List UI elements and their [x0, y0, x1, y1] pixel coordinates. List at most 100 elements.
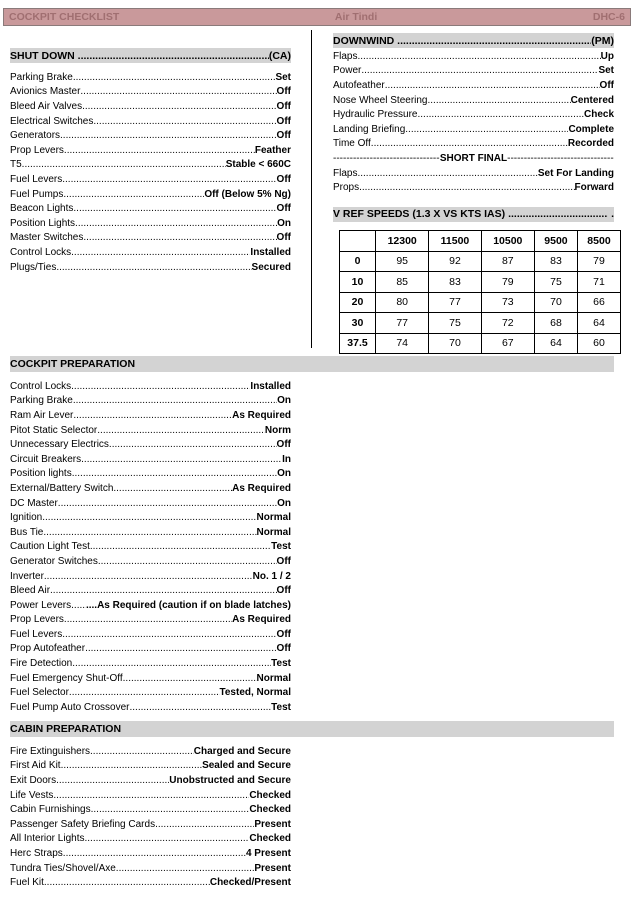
checklist-item: Circuit Breakers In: [10, 452, 291, 467]
short-final-divider: SHORT FINAL: [333, 151, 614, 166]
table-cell: 80: [374, 291, 430, 313]
section-heading: CABIN PREPARATION: [10, 721, 614, 737]
table-cell: 10500: [480, 230, 535, 252]
dot-leader: [43, 527, 256, 538]
dot-leader: [63, 848, 246, 859]
dot-leader: [405, 124, 568, 135]
item-label: Master Switches: [10, 232, 84, 244]
item-value: Complete: [568, 123, 614, 135]
item-value: Up: [600, 50, 614, 62]
dot-leader: [64, 145, 255, 156]
item-label: Generator Switches: [10, 555, 98, 567]
item-label: Prop Autofeather: [10, 643, 86, 655]
item-value: On: [277, 395, 291, 407]
short-final-label: SHORT FINAL: [439, 152, 508, 164]
dot-leader: [42, 512, 256, 523]
item-label: Fuel Levers: [10, 173, 63, 185]
dot-leader: [130, 702, 272, 713]
item-label: DC Master: [10, 497, 58, 509]
dot-leader: [361, 65, 598, 76]
dot-leader: [155, 819, 254, 830]
item-label: Flaps: [333, 167, 358, 179]
item-label: Landing Briefing: [333, 123, 406, 135]
dot-leader: [73, 410, 232, 421]
item-label: Fire Detection: [10, 658, 73, 670]
item-label: Life Vests: [10, 789, 54, 801]
item-value: Centered: [570, 94, 614, 106]
item-value: As Required: [232, 409, 291, 421]
item-value: On: [277, 468, 291, 480]
checklist-item: Prop Autofeather Off: [10, 642, 291, 657]
dot-leader: [83, 232, 276, 243]
item-label: Autofeather: [333, 79, 385, 91]
item-value: Off: [276, 643, 291, 655]
heading-suffix: .: [611, 208, 614, 221]
dot-leader: [58, 498, 277, 509]
dot-leader: [71, 600, 86, 611]
dot-leader: [91, 804, 250, 815]
item-value: Normal: [256, 526, 291, 538]
checklist-item: Master Switches Off: [10, 231, 291, 246]
item-value: Off: [276, 555, 291, 567]
item-value: In: [282, 453, 291, 465]
item-value: Feather: [254, 144, 291, 156]
checklist-item: Fuel Pumps Off (Below 5% Ng): [10, 187, 291, 202]
table-cell: 0: [339, 250, 376, 272]
item-label: Pitot Static Selector: [10, 424, 98, 436]
item-value: ....As Required (caution if on blade lat…: [85, 599, 291, 611]
checklist-item: Tundra Ties/Shovel/Axe Present: [10, 861, 291, 876]
table-cell: 74: [374, 332, 430, 354]
table-cell: 75: [428, 312, 482, 334]
item-label: Electrical Switches: [10, 115, 94, 127]
checklist-item: Bus Tie Normal: [10, 525, 291, 540]
dot-leader: [97, 425, 265, 436]
checklist-item: Cabin Furnishings Checked: [10, 802, 291, 817]
table-row: 20 80 77 73 70 66: [339, 291, 622, 313]
table-cell: 10: [339, 271, 376, 293]
table-cell: 70: [533, 291, 578, 313]
table-cell: 67: [480, 332, 535, 354]
item-value: Test: [271, 658, 291, 670]
checklist-item: T5 Stable < 660C: [10, 158, 291, 173]
item-value: On: [277, 217, 291, 229]
table-cell: 92: [428, 250, 482, 272]
table-cell: 79: [480, 271, 535, 293]
vref-table: 12300 11500 10500 9500 8500 0 95 92 87 83 79 10 85 83…: [339, 230, 622, 354]
table-cell: 72: [480, 312, 535, 334]
item-value: Off: [276, 585, 291, 597]
checklist-item: Fuel Emergency Shut-Off Normal: [10, 671, 291, 686]
item-value: Secured: [251, 261, 291, 273]
checklist-item: Caution Light Test Test: [10, 540, 291, 555]
checklist-item: Inverter No. 1 / 2: [10, 569, 291, 584]
vref-heading: V REF SPEEDS (1.3 X VS KTS IAS) .: [333, 206, 614, 222]
dot-leader: [109, 439, 277, 450]
item-value: Checked: [249, 833, 291, 845]
item-label: Circuit Breakers: [10, 453, 82, 465]
item-value: Forward: [574, 182, 614, 194]
checklist-item: Power Set: [333, 64, 614, 79]
checklist-item: Avionics Master Off: [10, 85, 291, 100]
table-cell: 77: [374, 312, 430, 334]
item-value: Norm: [264, 424, 291, 436]
table-row: 10 85 83 79 75 71: [339, 271, 622, 293]
checklist-item: Landing Briefing Complete: [333, 122, 614, 137]
checklist-item: Passenger Safety Briefing Cards Present: [10, 817, 291, 832]
item-label: Ignition: [10, 512, 43, 524]
item-value: Normal: [256, 512, 291, 524]
checklist-item: Fuel Pump Auto Crossover Test: [10, 700, 291, 715]
checklist-item: Control Locks Installed: [10, 379, 291, 394]
table-cell: 12300: [374, 230, 430, 252]
checklist-item: Position Lights On: [10, 216, 291, 231]
table-cell: 64: [533, 332, 578, 354]
dot-leader: [123, 673, 257, 684]
checklist-item: Fuel Selector Tested, Normal: [10, 685, 291, 700]
checklist-item: Plugs/Ties Secured: [10, 260, 291, 275]
item-label: Ram Air Lever: [10, 409, 74, 421]
checklist-item: Fuel Levers Off: [10, 172, 291, 187]
item-label: First Aid Kit: [10, 760, 61, 772]
item-label: Unnecessary Electrics: [10, 439, 109, 451]
dot-leader: [93, 116, 276, 127]
item-value: Off: [276, 115, 291, 127]
item-label: Prop Levers: [10, 144, 64, 156]
table-cell: 66: [576, 291, 622, 313]
